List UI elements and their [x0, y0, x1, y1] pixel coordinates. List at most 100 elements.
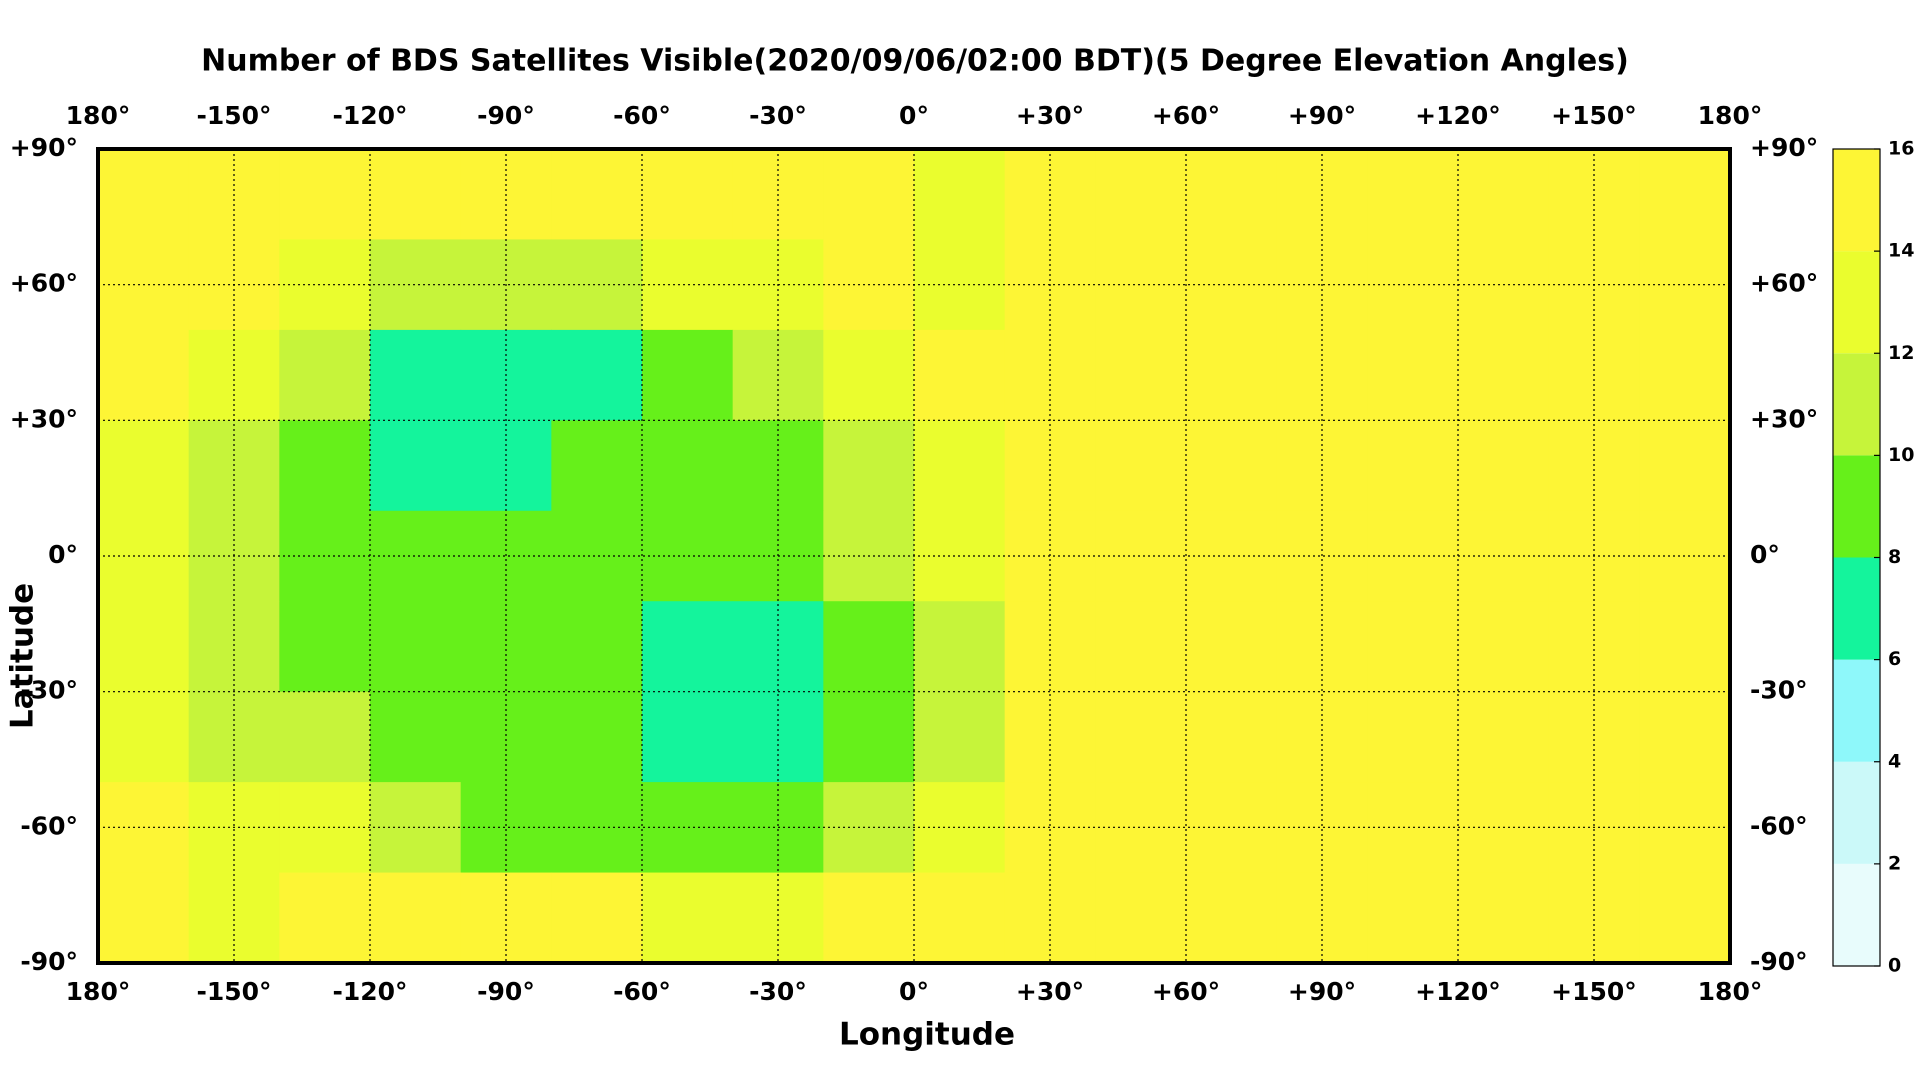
- heat-cell: [914, 329, 1006, 421]
- heat-cell: [1186, 872, 1278, 964]
- heat-cell: [1367, 420, 1459, 512]
- heat-cell: [279, 420, 371, 512]
- x-tick-label: +30°: [1016, 101, 1084, 130]
- heat-cell: [370, 239, 462, 331]
- y-tick-label: -90°: [20, 947, 78, 976]
- heat-cell: [551, 329, 643, 421]
- heat-cell: [551, 782, 643, 874]
- y-tick-label: +60°: [1750, 269, 1818, 298]
- heat-cell: [551, 420, 643, 512]
- heat-cell: [370, 420, 462, 512]
- heat-cell: [1095, 872, 1187, 964]
- heat-cell: [551, 510, 643, 602]
- heat-cell: [914, 149, 1006, 240]
- heat-cell: [98, 420, 190, 512]
- heat-cell: [551, 149, 643, 240]
- y-tick-label: 0°: [48, 540, 78, 569]
- colorbar-swatch: [1833, 251, 1880, 354]
- heat-cell: [823, 329, 915, 421]
- y-tick-label: -30°: [20, 676, 78, 705]
- heat-cell: [551, 872, 643, 964]
- colorbar-tick-label: 16: [1888, 138, 1914, 160]
- y-tick-label: 0°: [1750, 540, 1780, 569]
- x-tick-label: +150°: [1551, 977, 1637, 1006]
- map-frame: [96, 147, 1732, 965]
- heat-cell: [279, 872, 371, 964]
- colorbar-swatch: [1833, 863, 1880, 966]
- x-tick-label: +90°: [1288, 977, 1356, 1006]
- heat-cell: [1095, 149, 1187, 240]
- heat-cell: [914, 872, 1006, 964]
- heat-cell: [1186, 601, 1278, 693]
- heat-cell: [1276, 782, 1368, 874]
- colorbar-swatch: [1833, 149, 1880, 252]
- heat-cell: [642, 329, 734, 421]
- y-tick-label: -90°: [1750, 947, 1808, 976]
- y-tick-label: +30°: [10, 404, 78, 433]
- x-tick-label: +60°: [1152, 977, 1220, 1006]
- x-tick-label: +120°: [1415, 101, 1501, 130]
- heat-cell: [1186, 691, 1278, 783]
- heat-cell: [1367, 329, 1459, 421]
- colorbar-swatch: [1833, 557, 1880, 660]
- heat-cell: [370, 691, 462, 783]
- heat-cell: [460, 872, 552, 964]
- colorbar-tick-label: 12: [1888, 342, 1914, 364]
- heat-cell: [1548, 601, 1640, 693]
- heat-cell: [823, 149, 915, 240]
- heat-cell: [642, 601, 734, 693]
- colorbar-tick-label: 8: [1888, 546, 1901, 568]
- heat-cell: [823, 872, 915, 964]
- colorbar-tick-label: 2: [1888, 852, 1901, 874]
- heat-cell: [1458, 691, 1550, 783]
- heat-cell: [188, 872, 280, 964]
- heat-cell: [1095, 510, 1187, 602]
- heat-cell: [1276, 691, 1368, 783]
- heat-cell: [370, 601, 462, 693]
- colorbar-swatch: [1833, 761, 1880, 864]
- heat-cell: [370, 510, 462, 602]
- heat-cell: [1458, 601, 1550, 693]
- x-tick-label: 180°: [1698, 977, 1763, 1006]
- heat-cell: [1095, 420, 1187, 512]
- heat-cell: [460, 601, 552, 693]
- heat-cell: [823, 420, 915, 512]
- x-tick-label: 0°: [899, 977, 929, 1006]
- heat-cell: [642, 691, 734, 783]
- heat-cell: [279, 149, 371, 240]
- heat-cell: [1186, 329, 1278, 421]
- heat-cell: [370, 872, 462, 964]
- heat-cell: [823, 601, 915, 693]
- heat-cell: [823, 691, 915, 783]
- heat-cell: [1186, 239, 1278, 331]
- x-tick-label: -60°: [613, 977, 671, 1006]
- heat-cell: [1004, 691, 1096, 783]
- heat-cell: [914, 601, 1006, 693]
- heat-cell: [551, 691, 643, 783]
- x-tick-label: +60°: [1152, 101, 1220, 130]
- heat-cell: [98, 872, 190, 964]
- heat-cell: [732, 601, 824, 693]
- heat-cell: [642, 149, 734, 240]
- colorbar-tick-label: 6: [1888, 648, 1901, 670]
- x-tick-label: +120°: [1415, 977, 1501, 1006]
- colorbar-swatch: [1833, 659, 1880, 762]
- heat-cell: [1639, 329, 1731, 421]
- heat-cell: [1458, 872, 1550, 964]
- heat-cell: [1095, 329, 1187, 421]
- y-tick-label: +90°: [10, 133, 78, 162]
- x-axis-label: Longitude: [839, 1017, 1015, 1053]
- chart-title: Number of BDS Satellites Visible(2020/09…: [201, 44, 1629, 79]
- heat-cell: [914, 420, 1006, 512]
- x-tick-label: -120°: [332, 101, 407, 130]
- heat-cell: [370, 329, 462, 421]
- heat-cell: [732, 691, 824, 783]
- heat-cell: [279, 601, 371, 693]
- x-tick-label: 180°: [66, 101, 131, 130]
- x-tick-label: +30°: [1016, 977, 1084, 1006]
- x-tick-label: -150°: [196, 977, 271, 1006]
- y-tick-label: -60°: [20, 811, 78, 840]
- heat-cell: [642, 782, 734, 874]
- x-tick-label: -90°: [477, 977, 535, 1006]
